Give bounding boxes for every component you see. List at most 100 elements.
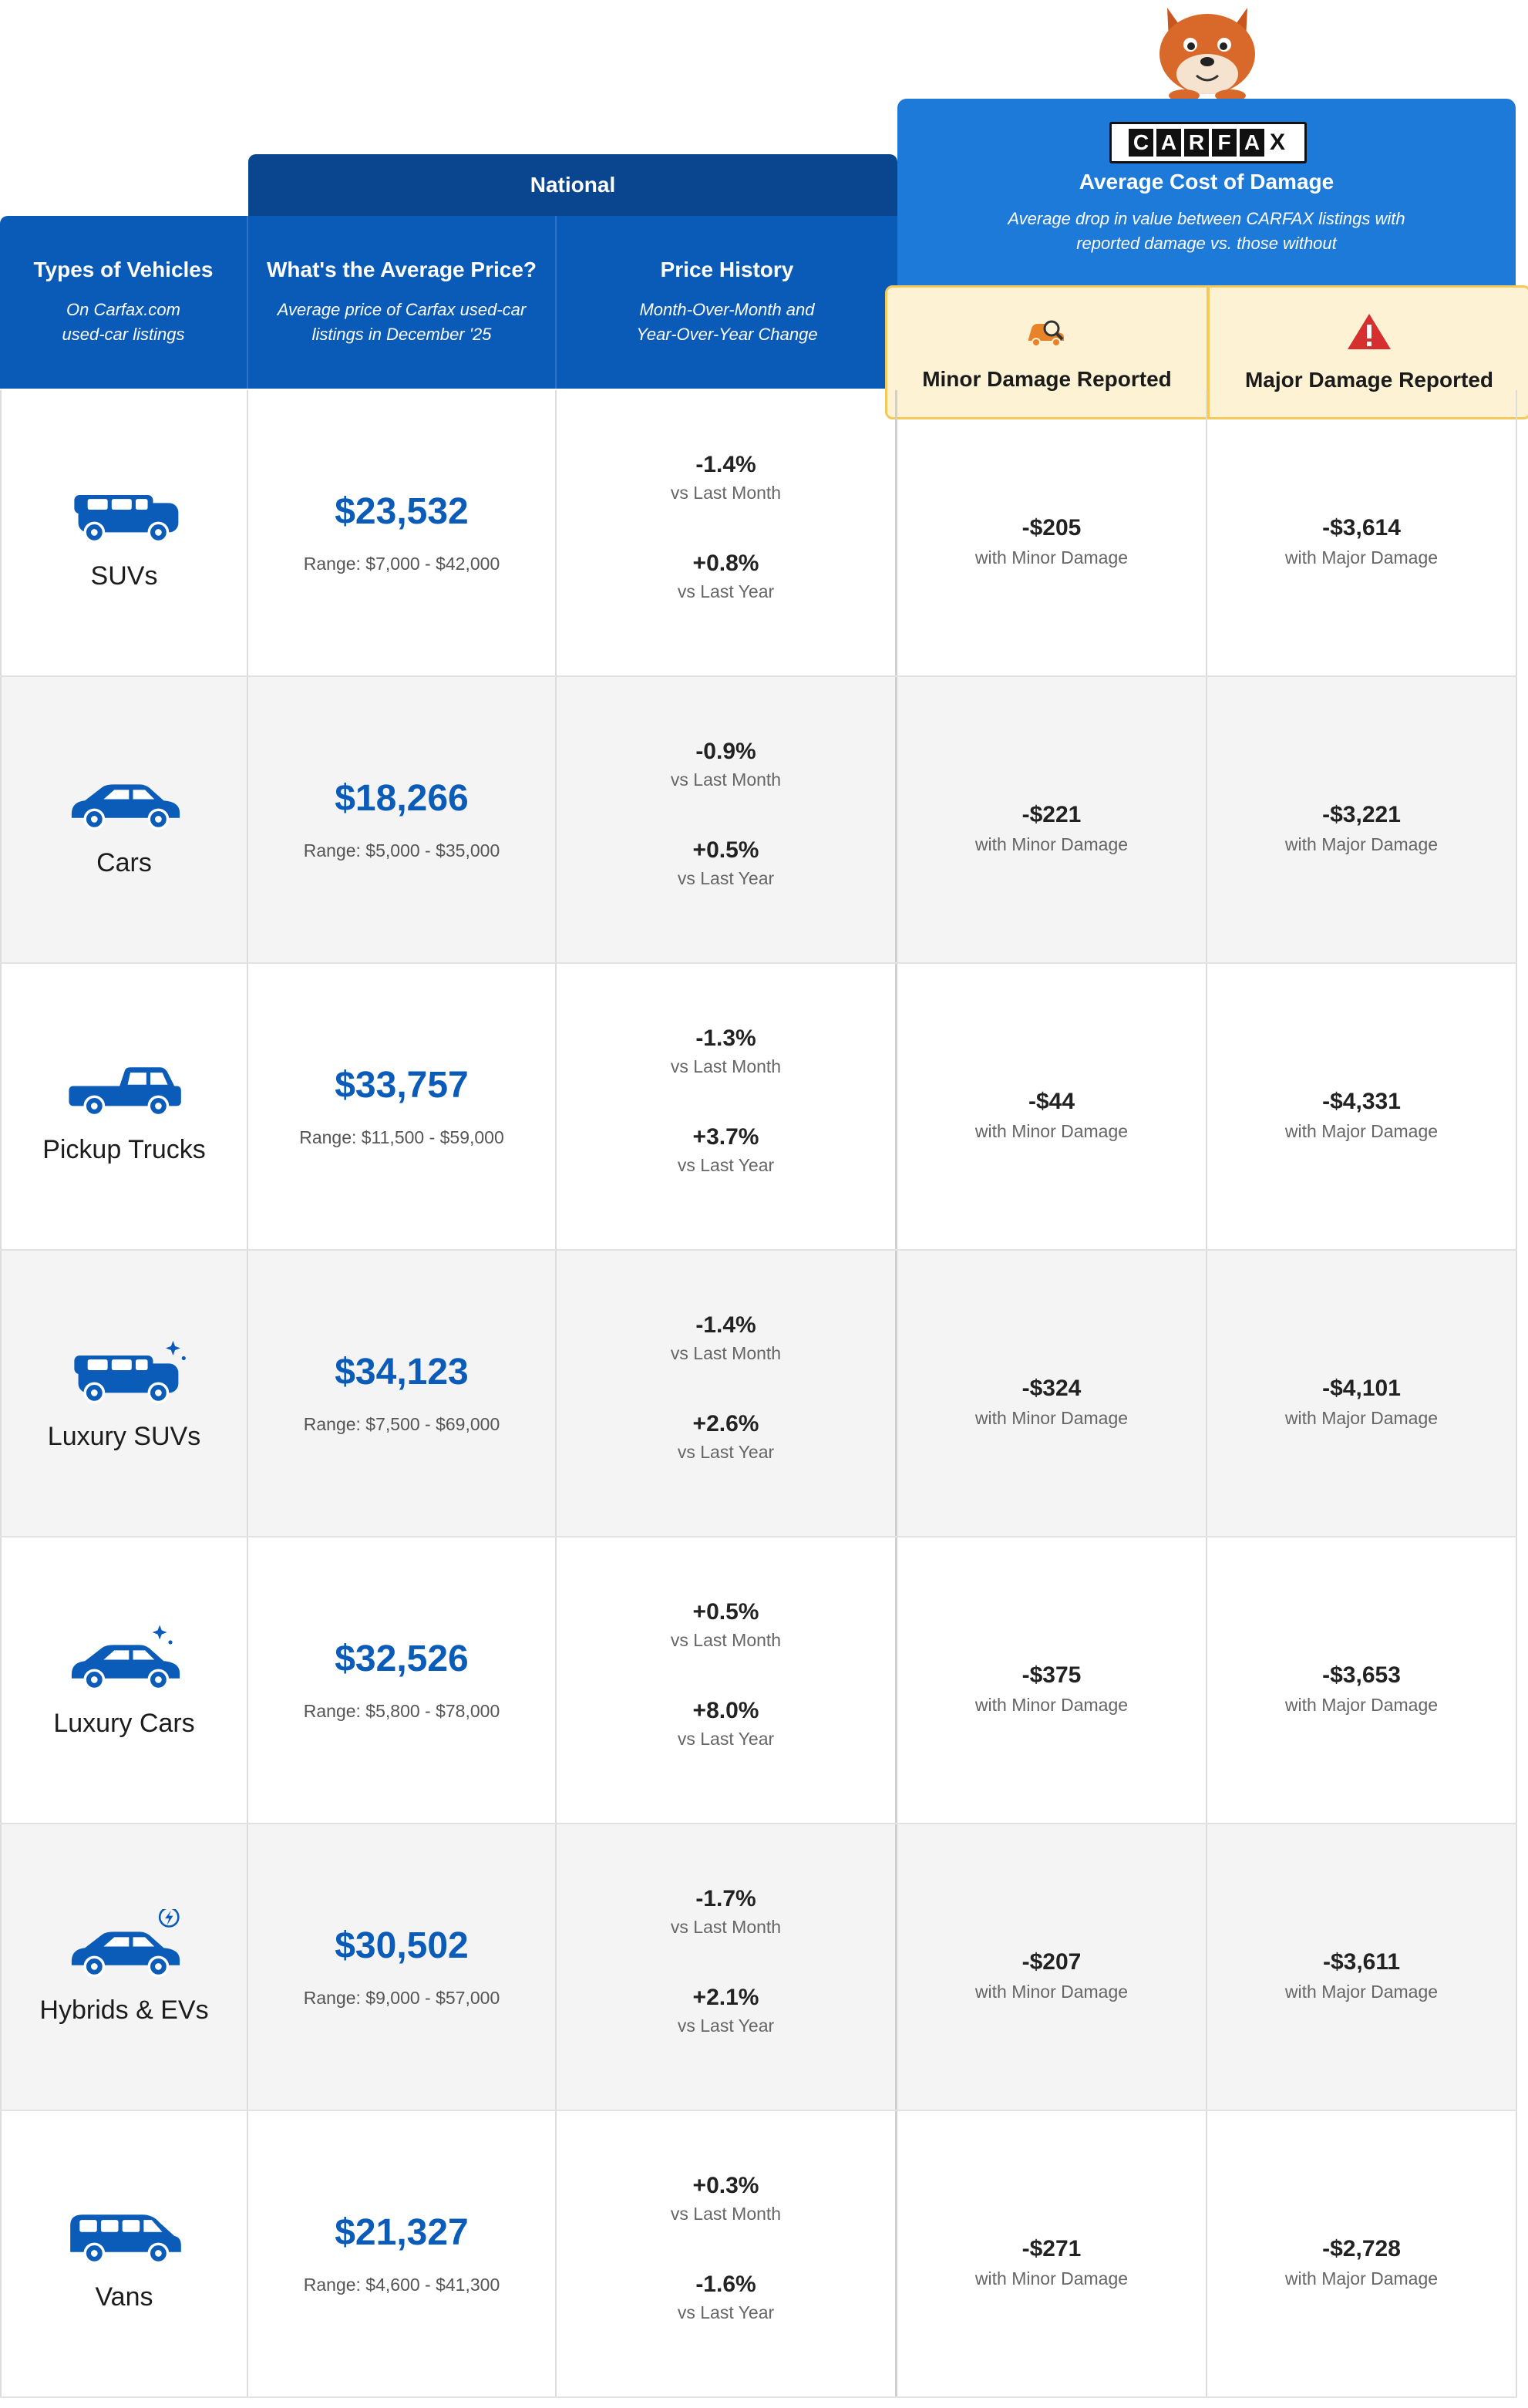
logo-letter: X <box>1267 129 1287 157</box>
minor-damage-caption: with Minor Damage <box>974 1408 1129 1428</box>
average-price-value: $18,266 <box>335 778 469 819</box>
major-damage-caption: with Major Damage <box>1284 1982 1439 2002</box>
major-damage-value: -$4,331 <box>1322 1089 1401 1114</box>
mom-change: -0.9% <box>695 739 756 764</box>
average-price-header: What's the Average Price? Average price … <box>248 216 557 389</box>
vehicle-type-cell: Luxury SUVs <box>0 1251 248 1536</box>
carfax-fox-mascot-icon <box>1159 8 1255 99</box>
minor-damage-cell: -$207 with Minor Damage <box>897 1824 1207 2110</box>
average-price-value: $32,526 <box>335 1638 469 1679</box>
major-damage-value: -$3,221 <box>1322 802 1401 827</box>
price-history-cell: -0.9% vs Last Month +0.5% vs Last Year <box>557 677 897 962</box>
price-range: Range: $4,600 - $41,300 <box>303 2275 500 2295</box>
yoy-label: vs Last Year <box>677 2016 775 2036</box>
mom-change: -1.4% <box>695 452 756 477</box>
damage-title: Average Cost of Damage <box>1079 170 1334 194</box>
minor-damage-label: Minor Damage Reported <box>922 367 1172 391</box>
price-range: Range: $5,800 - $78,000 <box>303 1701 500 1721</box>
yoy-change: +8.0% <box>692 1698 759 1723</box>
yoy-label: vs Last Year <box>677 1729 775 1749</box>
yoy-change: -1.6% <box>695 2272 756 2297</box>
price-history-subtitle: Month-Over-Month and Year-Over-Year Chan… <box>636 300 818 344</box>
yoy-label: vs Last Year <box>677 1442 775 1462</box>
major-damage-cell: -$3,614 with Major Damage <box>1207 390 1517 675</box>
yoy-label: vs Last Year <box>677 1155 775 1175</box>
sedan-icon <box>71 784 180 830</box>
logo-letter: R <box>1184 129 1209 157</box>
logo-letter: A <box>1240 129 1264 157</box>
yoy-label: vs Last Year <box>677 581 775 601</box>
national-header: National <box>248 154 897 216</box>
table-row: Pickup Trucks $33,757 Range: $11,500 - $59… <box>0 964 1517 1251</box>
luxury-car-icon <box>71 1625 180 1691</box>
vehicle-type-name: SUVs <box>90 561 158 591</box>
minor-damage-caption: with Minor Damage <box>974 547 1129 567</box>
price-range: Range: $11,500 - $59,000 <box>299 1127 504 1147</box>
average-price-value: $33,757 <box>335 1065 469 1106</box>
average-price-cell: $32,526 Range: $5,800 - $78,000 <box>248 1537 557 1823</box>
mom-label: vs Last Month <box>670 2204 782 2224</box>
minor-damage-value: -$44 <box>1028 1089 1075 1114</box>
yoy-change: +2.1% <box>692 1985 759 2010</box>
average-price-cell: $33,757 Range: $11,500 - $59,000 <box>248 964 557 1249</box>
minor-damage-cell: -$375 with Minor Damage <box>897 1537 1207 1823</box>
mom-label: vs Last Month <box>670 483 782 503</box>
minor-damage-caption: with Minor Damage <box>974 2268 1129 2288</box>
mom-label: vs Last Month <box>670 770 782 790</box>
suv-icon <box>74 494 179 544</box>
major-damage-value: -$3,653 <box>1322 1662 1401 1688</box>
price-history-cell: +0.3% vs Last Month -1.6% vs Last Year <box>557 2111 897 2396</box>
minor-damage-caption: with Minor Damage <box>974 1121 1129 1141</box>
minor-damage-value: -$271 <box>1021 2236 1082 2261</box>
average-price-subtitle: Average price of Carfax used-car listing… <box>277 300 527 344</box>
average-price-value: $34,123 <box>335 1352 469 1393</box>
major-damage-caption: with Major Damage <box>1284 1121 1439 1141</box>
major-damage-value: -$2,728 <box>1322 2236 1401 2261</box>
minor-damage-caption: with Minor Damage <box>974 1695 1129 1715</box>
minor-damage-value: -$207 <box>1021 1949 1082 1975</box>
price-range: Range: $7,000 - $42,000 <box>303 554 500 574</box>
minor-damage-value: -$221 <box>1021 802 1082 827</box>
price-history-cell: -1.7% vs Last Month +2.1% vs Last Year <box>557 1824 897 2110</box>
vehicle-type-name: Vans <box>95 2282 153 2312</box>
major-damage-caption: with Major Damage <box>1284 2268 1439 2288</box>
vehicle-type-cell: Cars <box>0 677 248 962</box>
minor-damage-caption: with Minor Damage <box>974 834 1129 854</box>
major-damage-cell: -$4,331 with Major Damage <box>1207 964 1517 1249</box>
minor-damage-cell: -$221 with Minor Damage <box>897 677 1207 962</box>
major-damage-cell: -$3,221 with Major Damage <box>1207 677 1517 962</box>
table-row: SUVs $23,532 Range: $7,000 - $42,000 -1.4% v… <box>0 390 1517 677</box>
price-range: Range: $5,000 - $35,000 <box>303 840 500 860</box>
table-row: Cars $18,266 Range: $5,000 - $35,000 -0.9% v… <box>0 677 1517 964</box>
warning-triangle-icon <box>1348 314 1391 349</box>
minor-damage-cell: -$44 with Minor Damage <box>897 964 1207 1249</box>
mom-change: -1.4% <box>695 1312 756 1338</box>
vehicle-type-cell: Vans <box>0 2111 248 2396</box>
major-damage-label: Major Damage Reported <box>1244 368 1494 392</box>
mom-change: +0.5% <box>692 1599 759 1625</box>
electric-car-icon <box>71 1909 180 1978</box>
yoy-label: vs Last Year <box>677 868 775 888</box>
vehicle-type-cell: Pickup Trucks <box>0 964 248 1249</box>
carfax-logo: C A R F A X <box>1109 122 1307 163</box>
average-price-cell: $18,266 Range: $5,000 - $35,000 <box>248 677 557 962</box>
major-damage-cell: -$3,611 with Major Damage <box>1207 1824 1517 2110</box>
damage-subtitle: Average drop in value between CARFAX lis… <box>1008 209 1405 253</box>
average-price-cell: $23,532 Range: $7,000 - $42,000 <box>248 390 557 675</box>
mom-label: vs Last Month <box>670 1056 782 1076</box>
major-damage-cell: -$4,101 with Major Damage <box>1207 1251 1517 1536</box>
vehicle-type-name: Pickup Trucks <box>42 1135 206 1164</box>
vehicle-type-name: Luxury Cars <box>53 1709 195 1738</box>
yoy-change: +0.5% <box>692 837 759 863</box>
yoy-change: +3.7% <box>692 1124 759 1150</box>
car-damage-magnifier-icon <box>1028 320 1064 347</box>
minor-damage-value: -$375 <box>1021 1662 1082 1688</box>
minor-damage-value: -$205 <box>1021 515 1082 541</box>
major-damage-caption: with Major Damage <box>1284 834 1439 854</box>
luxury-suv-icon <box>74 1340 186 1404</box>
price-history-title: Price History <box>660 258 794 281</box>
major-damage-caption: with Major Damage <box>1284 1695 1439 1715</box>
van-icon <box>70 2214 181 2265</box>
vehicle-type-name: Hybrids & EVs <box>39 1995 209 2025</box>
minor-damage-value: -$324 <box>1021 1376 1082 1401</box>
